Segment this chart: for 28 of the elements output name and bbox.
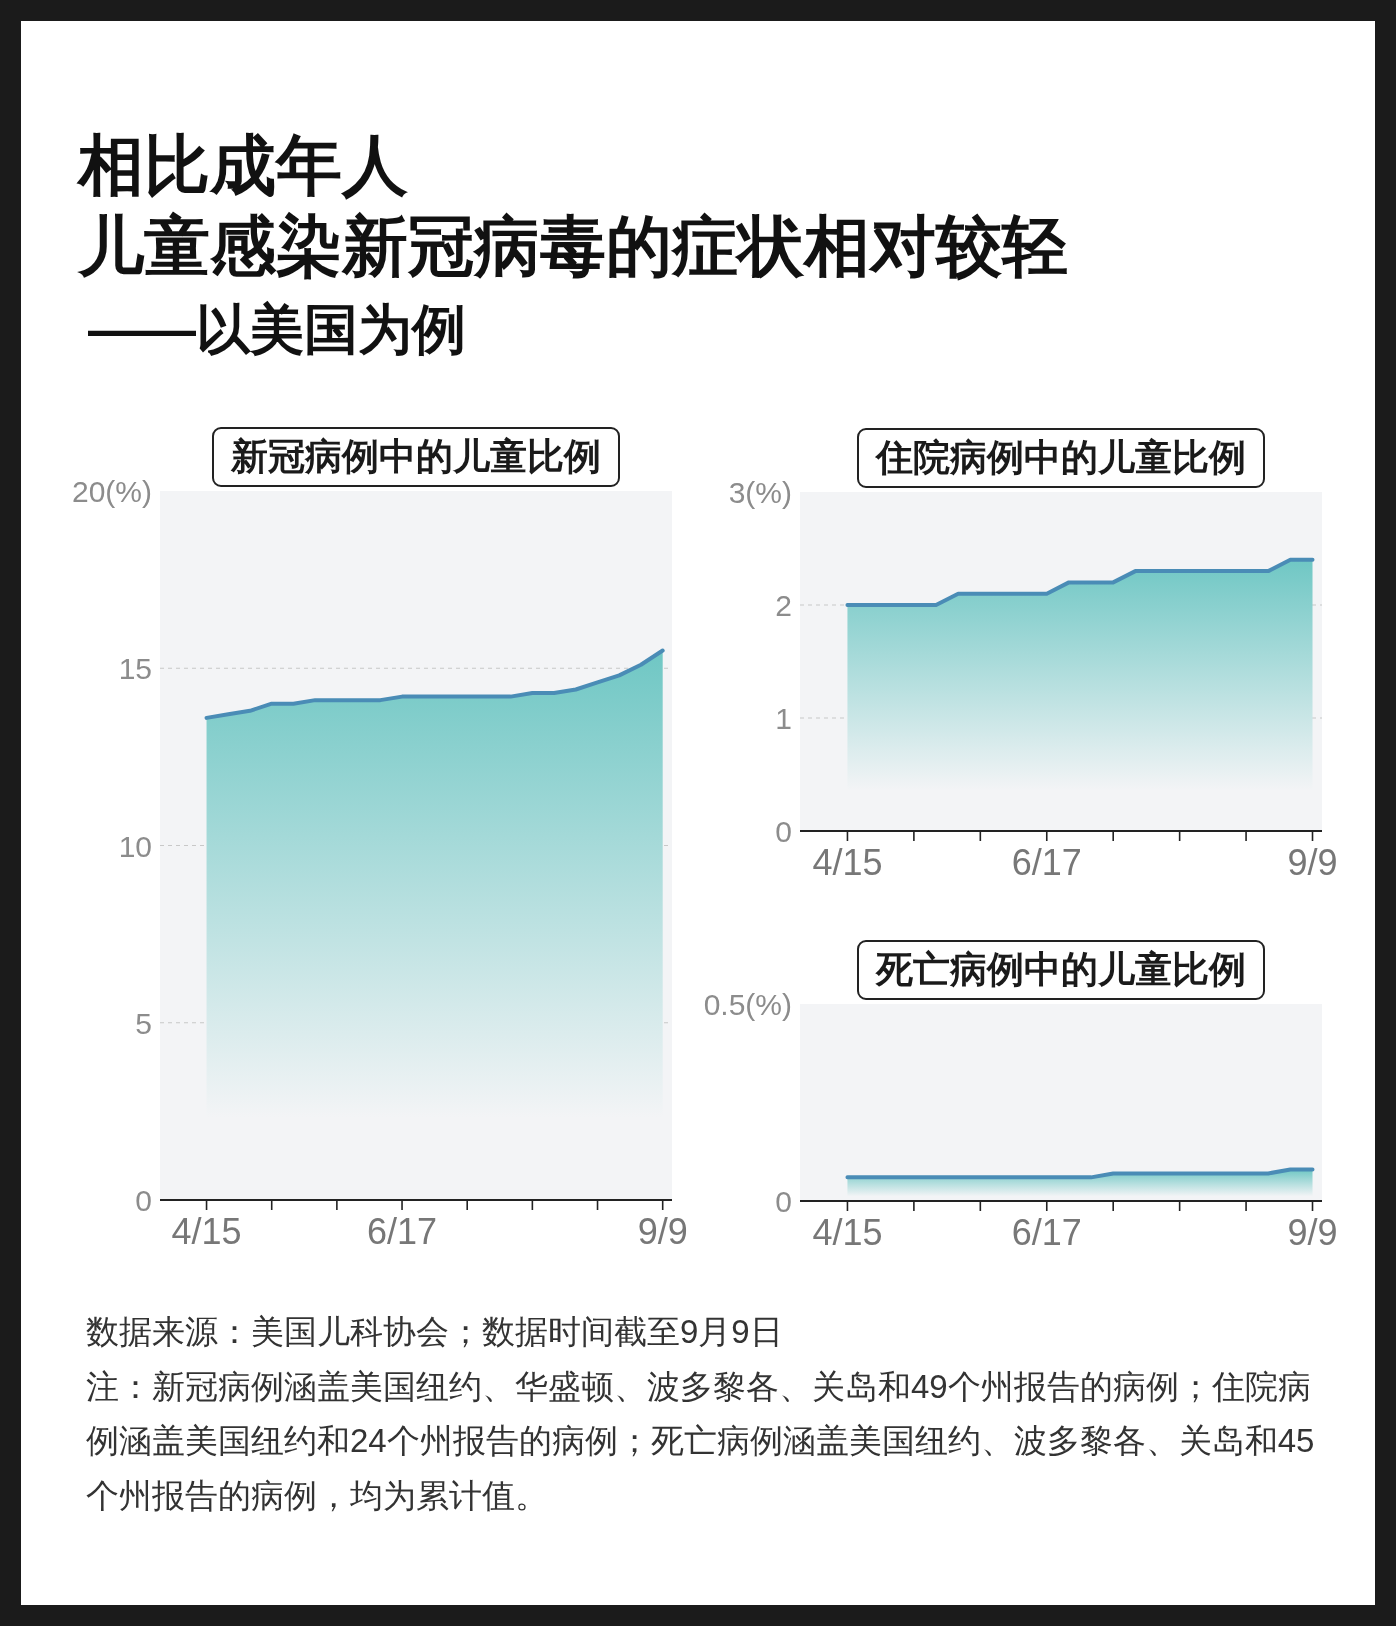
y-tick-label: 0 <box>775 815 792 848</box>
x-tick-label: 6/17 <box>1011 842 1082 883</box>
y-tick-label: 1 <box>775 702 792 735</box>
y-tick-label: 20(%) <box>71 475 152 508</box>
y-tick-label: 5 <box>135 1006 152 1040</box>
panel-title: 新冠病例中的儿童比例 <box>212 427 620 487</box>
panel-title: 住院病例中的儿童比例 <box>857 428 1265 488</box>
y-tick-label: 15 <box>118 652 152 686</box>
y-tick-label: 3(%) <box>728 476 792 509</box>
x-tick-label: 9/9 <box>1287 842 1338 883</box>
note: 注：新冠病例涵盖美国纽约、华盛顿、波多黎各、关岛和49个州报告的病例；住院病例涵盖美国纽约和24个州报告的病例；死亡病例涵盖美国纽约、波多黎各、关岛和45个州报告的病例，均为累计值。 <box>86 1367 1315 1514</box>
subtitle: 儿童感染新冠病毒的症状相对较轻 <box>78 209 1068 283</box>
y-tick-label: 2 <box>775 589 792 622</box>
y-tick-label: 0 <box>135 1184 152 1217</box>
title: 相比成年人 <box>78 128 408 202</box>
y-tick-label: 0.5(%) <box>703 988 792 1021</box>
x-tick-label: 4/15 <box>812 1212 883 1253</box>
note: 数据来源：美国儿科协会；数据时间截至9月9日 <box>86 1313 783 1350</box>
x-tick-label: 6/17 <box>367 1211 438 1252</box>
y-tick-label: 10 <box>118 829 152 863</box>
x-tick-label: 9/9 <box>1287 1212 1338 1253</box>
x-tick-label: 6/17 <box>1011 1212 1082 1253</box>
x-tick-label: 4/15 <box>812 842 883 883</box>
panel-title: 死亡病例中的儿童比例 <box>857 940 1265 1000</box>
note: ——以美国为例 <box>88 299 466 359</box>
x-tick-label: 9/9 <box>637 1211 688 1252</box>
x-tick-label: 4/15 <box>171 1211 242 1252</box>
y-tick-label: 0 <box>775 1185 792 1218</box>
